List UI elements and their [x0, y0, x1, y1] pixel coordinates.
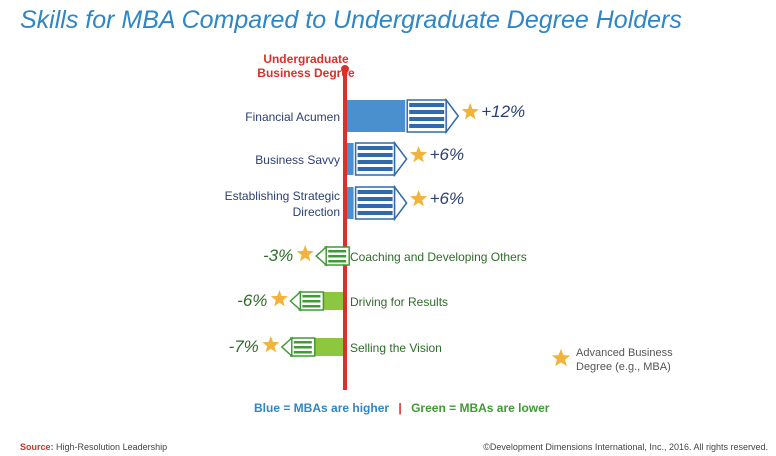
bar-tip-5: [280, 336, 293, 358]
bar-stripe-2-0: [357, 190, 393, 194]
bar-stripe-3-2: [328, 260, 347, 263]
bar-0: [347, 100, 406, 132]
baseline-dot: [341, 65, 349, 73]
bar-stripe-0-1: [409, 110, 445, 114]
bar-2: [347, 187, 354, 219]
bar-1: [347, 143, 354, 175]
value-star-icon-5: [262, 336, 280, 353]
key-blue: Blue = MBAs are higher: [254, 401, 390, 415]
bar-stripe-1-3: [357, 167, 393, 171]
bar-stripe-1-2: [357, 160, 393, 164]
category-label-0: Financial Acumen: [245, 110, 340, 124]
category-label-2-line1: Establishing Strategic: [225, 189, 340, 203]
baseline-label-line1: Undergraduate: [263, 52, 349, 66]
category-label-3: Coaching and Developing Others: [350, 250, 527, 264]
value-label-2: +6%: [430, 189, 465, 208]
bar-stripe-0-0: [409, 103, 445, 107]
bar-stripe-4-1: [302, 300, 321, 303]
value-label-5: -7%: [229, 337, 259, 356]
legend-label-line2: Degree (e.g., MBA): [576, 361, 671, 373]
bar-stripe-5-0: [293, 341, 312, 344]
value-star-icon-0: [461, 103, 479, 120]
bar-stripe-3-1: [328, 255, 347, 258]
baseline-label: Undergraduate Business Degree: [236, 52, 376, 80]
bar-stripe-3-0: [328, 250, 347, 253]
source-label: Source:: [20, 442, 54, 452]
bar-stripe-5-1: [293, 346, 312, 349]
value-star-icon-4: [270, 290, 288, 307]
value-star-icon-2: [410, 190, 428, 207]
bar-stripe-4-2: [302, 305, 321, 308]
value-star-icon-3: [296, 245, 314, 262]
bar-tip-2: [393, 184, 408, 222]
bar-5: [306, 338, 343, 356]
bar-stripe-0-2: [409, 117, 445, 121]
value-label-3: -3%: [263, 246, 293, 265]
bar-stripe-5-2: [293, 351, 312, 354]
bar-stripe-0-3: [409, 124, 445, 128]
copyright-note: ©Development Dimensions International, I…: [483, 442, 768, 452]
bar-stripe-2-2: [357, 204, 393, 208]
bar-tip-1: [393, 140, 408, 178]
baseline-label-line2: Business Degree: [257, 66, 355, 80]
bar-stripe-2-3: [357, 211, 393, 215]
value-star-icon-1: [410, 146, 428, 163]
category-label-1: Business Savvy: [255, 153, 340, 167]
chart-title: Skills for MBA Compared to Undergraduate…: [20, 6, 682, 34]
bar-tip-4: [289, 290, 302, 312]
key-green: Green = MBAs are lower: [411, 401, 550, 415]
key-separator: |: [398, 401, 402, 415]
category-label-5: Selling the Vision: [350, 341, 442, 355]
legend-label: Advanced Business Degree (e.g., MBA): [576, 346, 696, 374]
bar-stripe-4-0: [302, 295, 321, 298]
value-label-0: +12%: [481, 102, 525, 121]
source-value: High-Resolution Leadership: [56, 442, 168, 452]
legend-label-line1: Advanced Business: [576, 347, 673, 359]
source-note: Source: High-Resolution Leadership: [20, 442, 167, 452]
legend-star-icon: [551, 348, 571, 373]
bar-stripe-2-1: [357, 197, 393, 201]
value-label-1: +6%: [430, 145, 465, 164]
bar-tip-0: [445, 97, 460, 135]
category-label-2-line2: Direction: [293, 205, 340, 219]
bar-tip-3: [315, 245, 327, 267]
color-key: Blue = MBAs are higher | Green = MBAs ar…: [254, 401, 549, 415]
bar-stripe-1-1: [357, 153, 393, 157]
value-label-4: -6%: [237, 291, 267, 310]
category-label-4: Driving for Results: [350, 295, 448, 309]
bar-stripe-1-0: [357, 146, 393, 150]
